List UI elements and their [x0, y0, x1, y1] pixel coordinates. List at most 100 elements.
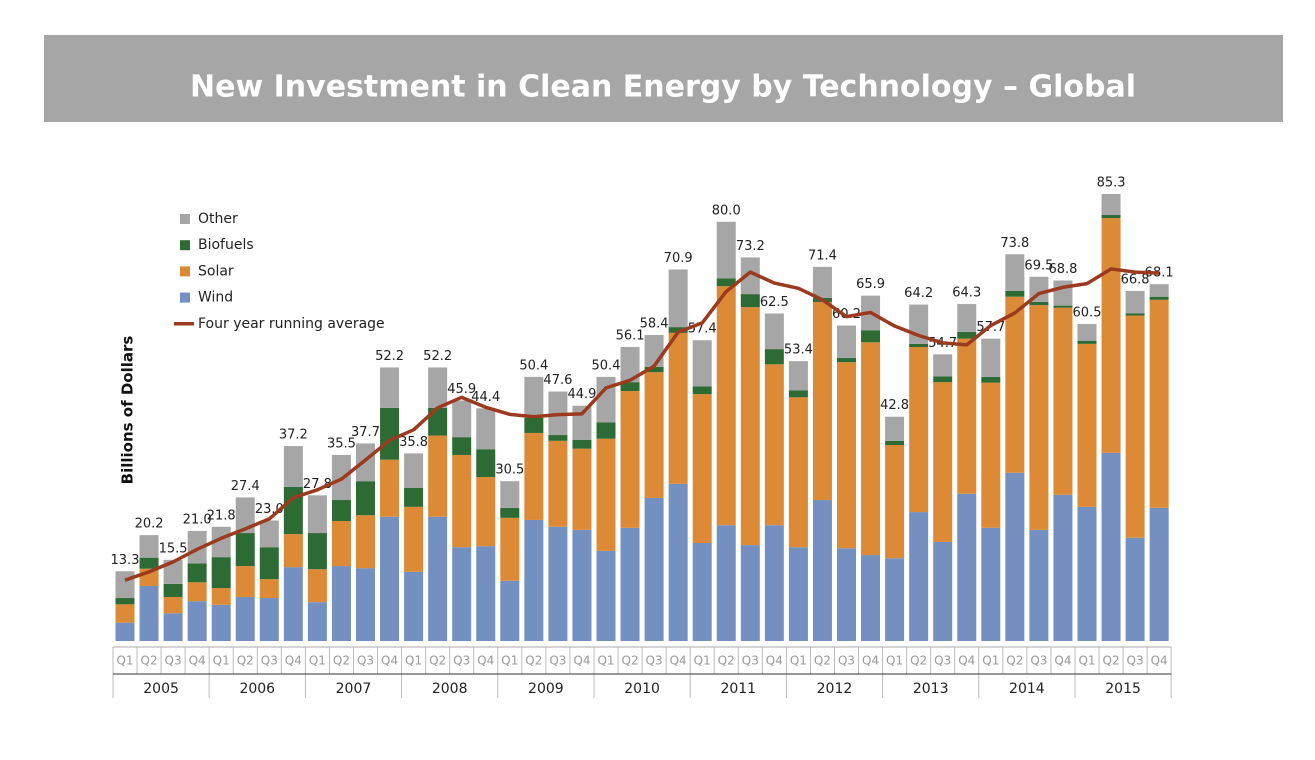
x-tick-label: Q2	[814, 654, 831, 668]
bar-segment	[235, 596, 255, 641]
x-tick-label: Q1	[694, 654, 711, 668]
bar-segment	[837, 325, 856, 359]
bar-segment	[644, 366, 664, 373]
bar-segment	[812, 301, 832, 501]
bar-segment	[500, 580, 520, 641]
bar-segment	[981, 527, 1001, 641]
bar-segment	[500, 517, 520, 581]
bar-segment	[1125, 537, 1145, 641]
bar-segment	[668, 332, 688, 484]
bar-segment	[235, 566, 255, 597]
x-tick-label: Q1	[1078, 654, 1095, 668]
bar-segment	[452, 400, 472, 438]
bar-segment	[716, 286, 736, 526]
legend-swatch	[180, 266, 190, 277]
bar-segment	[1101, 194, 1121, 215]
bar-segment	[644, 497, 664, 641]
x-group-label: 2006	[239, 681, 275, 697]
bar-segment	[788, 361, 808, 391]
bar-segment	[957, 304, 977, 332]
x-tick-label: Q2	[910, 654, 927, 668]
x-tick-label: Q2	[622, 654, 639, 668]
bar-segment	[572, 439, 592, 449]
x-tick-label: Q1	[116, 654, 133, 668]
bar-segment	[957, 338, 977, 494]
bar-segment	[235, 497, 255, 534]
bar-segment	[1005, 290, 1025, 297]
x-tick-label: Q4	[766, 654, 783, 668]
bar-segment	[476, 449, 496, 477]
x-tick-label: Q4	[285, 654, 302, 668]
bar-segment	[356, 568, 375, 641]
bar-segment	[1077, 323, 1097, 341]
bar-segment	[812, 500, 832, 641]
bar-segment	[620, 391, 640, 528]
x-group-label: 2008	[432, 681, 468, 697]
bar-segment	[356, 515, 375, 569]
x-tick-label: Q4	[1151, 654, 1168, 668]
bar-segment	[211, 557, 231, 589]
x-tick-label: Q2	[237, 654, 254, 668]
x-tick-label: Q2	[525, 654, 542, 668]
bar-segment	[139, 585, 159, 641]
bar-segment	[331, 566, 351, 641]
total-label: 45.9	[447, 382, 476, 397]
bar-segment	[259, 547, 279, 580]
bar-segment	[933, 382, 953, 542]
x-tick-label: Q2	[429, 654, 446, 668]
bar-segment	[1101, 218, 1121, 453]
bar-segment	[380, 516, 400, 641]
total-label: 21.8	[207, 508, 236, 523]
legend-label: Other	[198, 211, 238, 227]
total-label: 20.2	[135, 517, 164, 532]
bar-segment	[307, 602, 327, 641]
x-tick-label: Q1	[886, 654, 903, 668]
legend-label: Four year running average	[198, 316, 385, 332]
bar-segment	[716, 221, 736, 279]
bar-segment	[476, 408, 496, 450]
bar-segment	[668, 483, 688, 641]
total-label: 71.4	[808, 248, 837, 263]
total-label: 50.4	[519, 358, 548, 373]
bar-segment	[235, 533, 255, 567]
bar-segment	[1053, 305, 1073, 308]
bar-segment	[596, 422, 616, 439]
bar-segment	[163, 613, 183, 641]
bar-segment	[331, 500, 351, 521]
bar-segment	[764, 349, 784, 365]
bar-segment	[885, 445, 905, 559]
bar-segment	[788, 390, 808, 398]
x-tick-label: Q1	[982, 654, 999, 668]
total-label: 58.4	[640, 316, 669, 331]
bar-segment	[572, 529, 592, 641]
bar-segment	[1125, 315, 1145, 538]
total-label: 42.8	[880, 398, 909, 413]
bar-segment	[163, 596, 183, 614]
x-tick-label: Q4	[670, 654, 687, 668]
bar-segment	[1125, 290, 1145, 314]
bar-segment	[404, 506, 424, 572]
total-label: 80.0	[712, 203, 741, 218]
bar-segment	[1149, 284, 1169, 297]
bar-segment	[500, 481, 520, 508]
total-label: 70.9	[664, 251, 693, 266]
bar-segment	[404, 571, 424, 641]
legend-swatch	[180, 214, 190, 224]
bar-segment	[259, 598, 279, 641]
x-tick-label: Q3	[357, 654, 374, 668]
bar-segment	[861, 330, 881, 343]
bar-segment	[1005, 296, 1025, 473]
bar-segment	[283, 486, 303, 535]
bar-segment	[115, 622, 135, 641]
bar-segment	[524, 376, 544, 418]
bar-segment	[548, 526, 568, 641]
bar-segment	[1053, 280, 1073, 306]
x-tick-label: Q2	[1103, 654, 1120, 668]
bar-segment	[1077, 506, 1097, 641]
bar-segment	[981, 338, 1001, 377]
bar-segment	[692, 543, 712, 641]
total-label: 35.5	[327, 436, 356, 451]
bar-segment	[692, 386, 712, 395]
bar-segment	[837, 362, 856, 549]
